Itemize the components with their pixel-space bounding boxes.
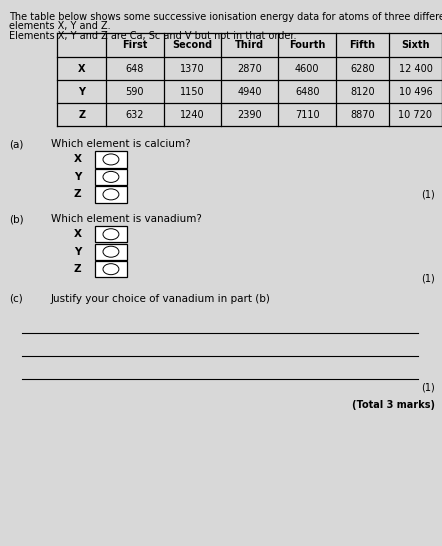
Text: 8870: 8870: [350, 110, 375, 120]
Text: Y: Y: [78, 87, 85, 97]
Text: 4600: 4600: [295, 64, 320, 74]
Text: (1): (1): [422, 383, 435, 393]
Text: Y: Y: [74, 172, 81, 182]
FancyBboxPatch shape: [95, 151, 127, 168]
Text: X: X: [73, 155, 81, 164]
FancyBboxPatch shape: [95, 169, 127, 185]
FancyBboxPatch shape: [95, 186, 127, 203]
Text: Second: Second: [172, 40, 212, 50]
Text: 2390: 2390: [237, 110, 262, 120]
Text: 1370: 1370: [180, 64, 205, 74]
Text: 632: 632: [126, 110, 144, 120]
Text: 2870: 2870: [237, 64, 262, 74]
Ellipse shape: [103, 229, 119, 240]
Text: Y: Y: [74, 247, 81, 257]
Text: 10 496: 10 496: [399, 87, 432, 97]
Text: (c): (c): [9, 294, 23, 304]
Text: Which element is calcium?: Which element is calcium?: [51, 139, 191, 149]
FancyBboxPatch shape: [95, 226, 127, 242]
FancyBboxPatch shape: [95, 244, 127, 260]
Text: 648: 648: [126, 64, 144, 74]
Text: 10 720: 10 720: [399, 110, 432, 120]
Text: 7110: 7110: [295, 110, 320, 120]
Text: (a): (a): [9, 139, 23, 149]
Text: (b): (b): [9, 214, 23, 224]
FancyBboxPatch shape: [95, 261, 127, 277]
Ellipse shape: [103, 189, 119, 200]
Ellipse shape: [103, 154, 119, 165]
Text: The table below shows some successive ionisation energy data for atoms of three : The table below shows some successive io…: [9, 12, 442, 22]
Text: Z: Z: [73, 264, 81, 274]
Text: (1): (1): [422, 189, 435, 199]
Text: Justify your choice of vanadium in part (b): Justify your choice of vanadium in part …: [51, 294, 271, 304]
Text: 1150: 1150: [180, 87, 205, 97]
Text: Fifth: Fifth: [350, 40, 375, 50]
Text: (Total 3 marks): (Total 3 marks): [352, 400, 435, 410]
Text: 1240: 1240: [180, 110, 205, 120]
Ellipse shape: [103, 246, 119, 257]
Text: X: X: [78, 64, 85, 74]
Text: 6480: 6480: [295, 87, 320, 97]
Text: Z: Z: [73, 189, 81, 199]
Text: Z: Z: [78, 110, 85, 120]
Text: Fourth: Fourth: [289, 40, 325, 50]
Text: 590: 590: [126, 87, 144, 97]
Text: 4940: 4940: [237, 87, 262, 97]
Text: Third: Third: [235, 40, 264, 50]
Text: 6280: 6280: [350, 64, 375, 74]
Text: (1): (1): [422, 274, 435, 283]
Text: First: First: [122, 40, 148, 50]
Text: X: X: [73, 229, 81, 239]
Text: elements X, Y and Z.: elements X, Y and Z.: [9, 21, 111, 31]
Text: Elements X, Y and Z are Ca, Sc and V but not in that order.: Elements X, Y and Z are Ca, Sc and V but…: [9, 31, 296, 41]
Text: 12 400: 12 400: [399, 64, 432, 74]
Text: 8120: 8120: [350, 87, 375, 97]
Ellipse shape: [103, 171, 119, 182]
Ellipse shape: [103, 264, 119, 275]
Text: Which element is vanadium?: Which element is vanadium?: [51, 214, 202, 224]
Text: Sixth: Sixth: [401, 40, 430, 50]
